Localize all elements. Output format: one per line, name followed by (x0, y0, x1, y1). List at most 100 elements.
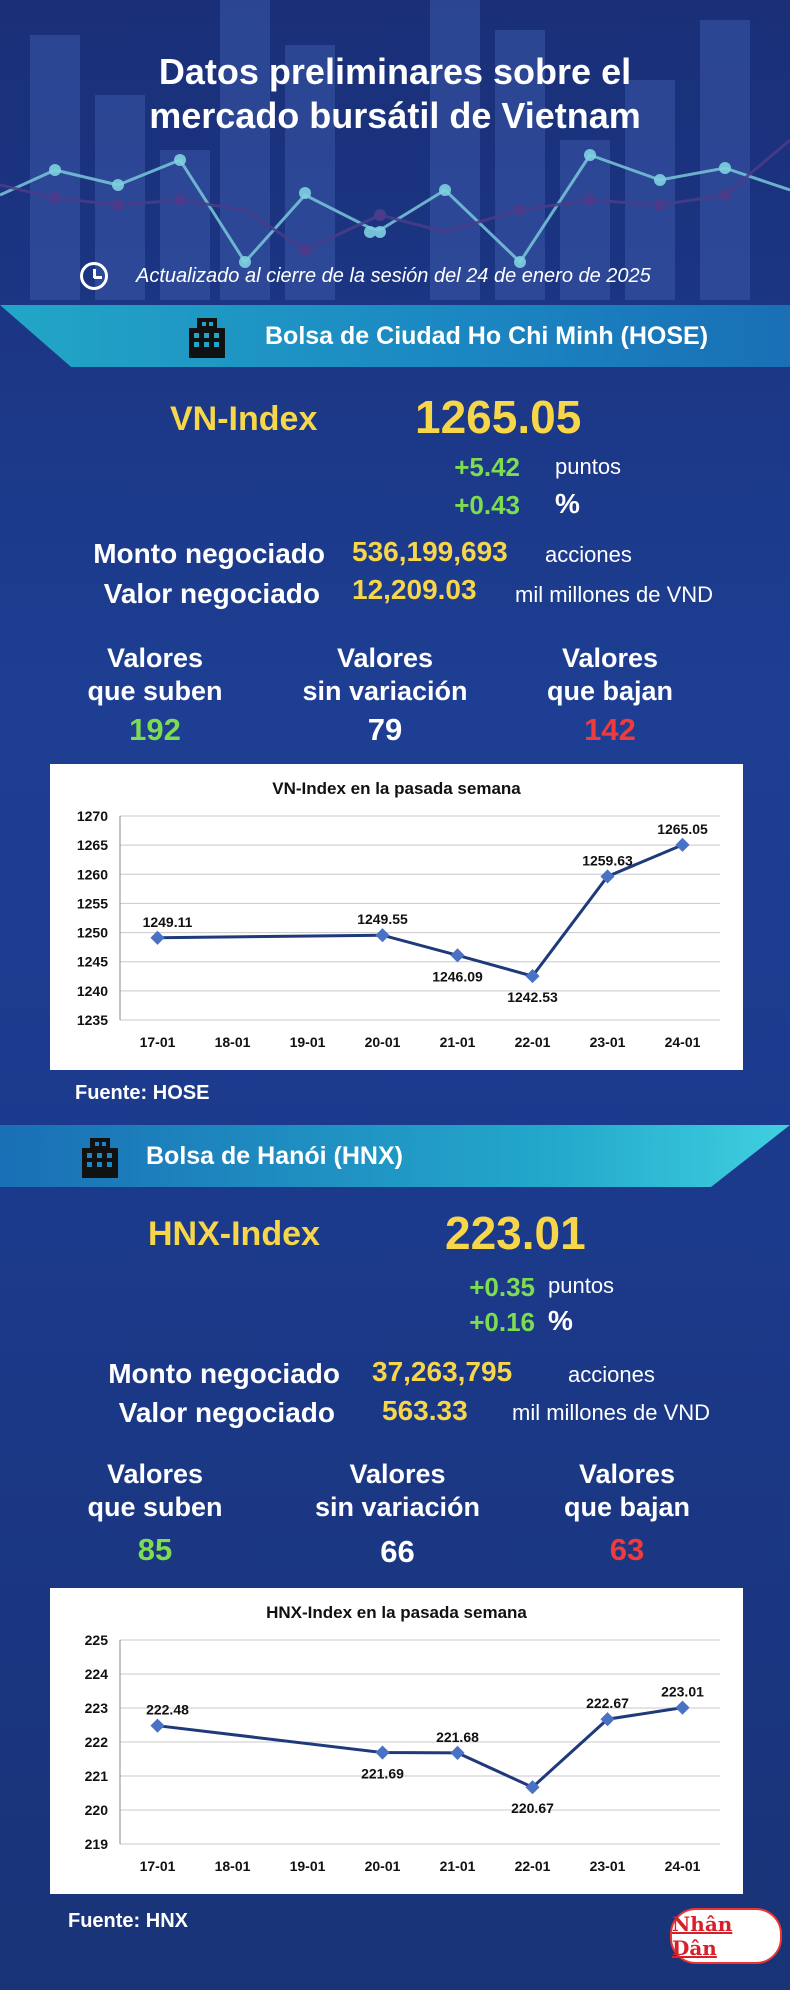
data-label: 221.69 (361, 1766, 404, 1782)
hnx-down-label-line1: Valores (578, 1459, 676, 1489)
vn-down-label-line1: Valores (561, 643, 659, 673)
hnx-index-name: HNX-Index (148, 1215, 320, 1253)
page-title: Datos preliminares sobre el mercado burs… (0, 50, 790, 138)
x-tick-label: 24-01 (665, 1858, 701, 1874)
vn-flat-label-line1: Valores (336, 643, 434, 673)
line-chart-svg: VN-Index en la pasada semana 1235 1240 1245… (77, 779, 720, 1050)
data-point (150, 930, 165, 945)
y-tick-label: 222 (85, 1734, 109, 1750)
hnx-flat-label: Valores sin variación (290, 1458, 505, 1524)
hnx-flat-label-line1: Valores (349, 1459, 446, 1489)
hnx-down-count: 63 (609, 1532, 645, 1567)
vn-flat-label: Valores sin variación (280, 642, 490, 708)
hose-banner-title: Bolsa de Ciudad Ho Chi Minh (HOSE) (265, 321, 709, 350)
data-label: 1265.05 (657, 821, 708, 837)
vn-up-label: Valores que suben (55, 642, 255, 708)
data-label: 222.48 (146, 1702, 189, 1718)
vn-flat-count: 79 (367, 712, 403, 747)
vn-up-label-line2: que suben (87, 676, 223, 706)
hnx-value-value: 563.33 (382, 1395, 468, 1426)
title-line-2: mercado bursátil de Vietnam (149, 95, 641, 136)
hose-banner: Bolsa de Ciudad Ho Chi Minh (HOSE) (0, 305, 790, 367)
hnx-up-count: 85 (137, 1532, 173, 1567)
hnx-index-value: 223.01 (445, 1207, 586, 1259)
vn-volume-value: 536,199,693 (352, 536, 508, 567)
data-point (525, 969, 540, 984)
y-tick-label: 1260 (77, 866, 108, 882)
hnx-banner-title: Bolsa de Hanói (HNX) (146, 1141, 403, 1170)
hnx-change-points: +0.35 (469, 1272, 535, 1302)
x-tick-label: 17-01 (140, 1034, 176, 1050)
series-line (157, 843, 684, 978)
hnx-index-chart: HNX-Index en la pasada semana 219 220 221 22… (50, 1588, 743, 1894)
x-tick-label: 21-01 (440, 1034, 476, 1050)
y-tick-label: 221 (85, 1768, 109, 1784)
vn-down-count: 142 (584, 712, 636, 747)
series-line (157, 1706, 683, 1789)
data-point (525, 1780, 540, 1795)
vn-volume-label: Monto negociado (93, 538, 325, 569)
x-tick-label: 23-01 (590, 1858, 626, 1874)
vn-down-label: Valores que bajan (510, 642, 710, 708)
data-label: 220.67 (511, 1800, 554, 1816)
hnx-value-unit: mil millones de VND (512, 1400, 711, 1425)
x-tick-label: 20-01 (365, 1858, 401, 1874)
hnx-banner: Bolsa de Hanói (HNX) (0, 1125, 790, 1187)
hnx-down-label-line2: que bajan (563, 1492, 691, 1522)
data-point (450, 1745, 465, 1760)
hnx-points-unit: puntos (548, 1273, 615, 1298)
y-tick-label: 219 (85, 1836, 109, 1852)
x-tick-label: 18-01 (215, 1858, 251, 1874)
x-tick-label: 22-01 (515, 1034, 551, 1050)
vn-down-label-line2: que bajan (546, 676, 674, 706)
data-label: 222.67 (586, 1695, 629, 1711)
y-tick-label: 220 (85, 1802, 109, 1818)
data-point (375, 928, 390, 943)
x-tick-label: 18-01 (215, 1034, 251, 1050)
data-point (675, 1700, 690, 1715)
hnx-up-label-line1: Valores (106, 1459, 204, 1489)
vn-value-unit: mil millones de VND (515, 582, 714, 607)
vn-up-label-line1: Valores (106, 643, 204, 673)
updated-text: Actualizado al cierre de la sesión del 2… (136, 264, 651, 287)
hnx-flat-count: 66 (380, 1534, 415, 1569)
x-tick-label: 23-01 (590, 1034, 626, 1050)
vn-up-count: 192 (129, 712, 181, 747)
hnx-change-percent: +0.16 (469, 1307, 535, 1337)
data-point (150, 1718, 165, 1733)
vn-index-chart: VN-Index en la pasada semana 1235 1240 1245… (50, 764, 743, 1070)
x-tick-label: 22-01 (515, 1858, 551, 1874)
data-point (450, 948, 465, 963)
vn-value-value: 12,209.03 (352, 574, 477, 605)
hnx-source: Fuente: HNX (68, 1910, 188, 1932)
y-tick-label: 1250 (77, 925, 108, 941)
hnx-volume-label: Monto negociado (108, 1358, 340, 1389)
data-point (675, 837, 690, 852)
y-tick-label: 1245 (77, 954, 108, 970)
hnx-volume-unit: acciones (568, 1362, 655, 1387)
vn-flat-label-line2: sin variación (302, 676, 468, 706)
clock-icon (80, 262, 108, 290)
x-tick-label: 24-01 (665, 1034, 701, 1050)
vn-percent-unit: % (555, 488, 580, 519)
hnx-up-label-line2: que suben (87, 1492, 223, 1522)
data-label: 223.01 (661, 1684, 704, 1700)
y-tick-label: 1270 (77, 808, 108, 824)
x-tick-label: 20-01 (365, 1034, 401, 1050)
data-point (375, 1745, 390, 1760)
y-tick-label: 1235 (77, 1012, 108, 1028)
chart-title: HNX-Index en la pasada semana (266, 1603, 527, 1622)
x-tick-label: 19-01 (290, 1858, 326, 1874)
vn-volume-unit: acciones (545, 542, 632, 567)
hnx-flat-label-line2: sin variación (314, 1492, 481, 1522)
x-tick-label: 21-01 (440, 1858, 476, 1874)
header-background (0, 0, 790, 300)
vn-points-unit: puntos (555, 454, 622, 479)
hnx-percent-unit: % (548, 1305, 573, 1336)
updated-note: Actualizado al cierre de la sesión del 2… (80, 262, 760, 290)
title-line-1: Datos preliminares sobre el (158, 51, 632, 92)
y-tick-label: 1240 (77, 983, 108, 999)
chart-title: VN-Index en la pasada semana (272, 779, 521, 798)
hnx-down-label: Valores que bajan (527, 1458, 727, 1524)
